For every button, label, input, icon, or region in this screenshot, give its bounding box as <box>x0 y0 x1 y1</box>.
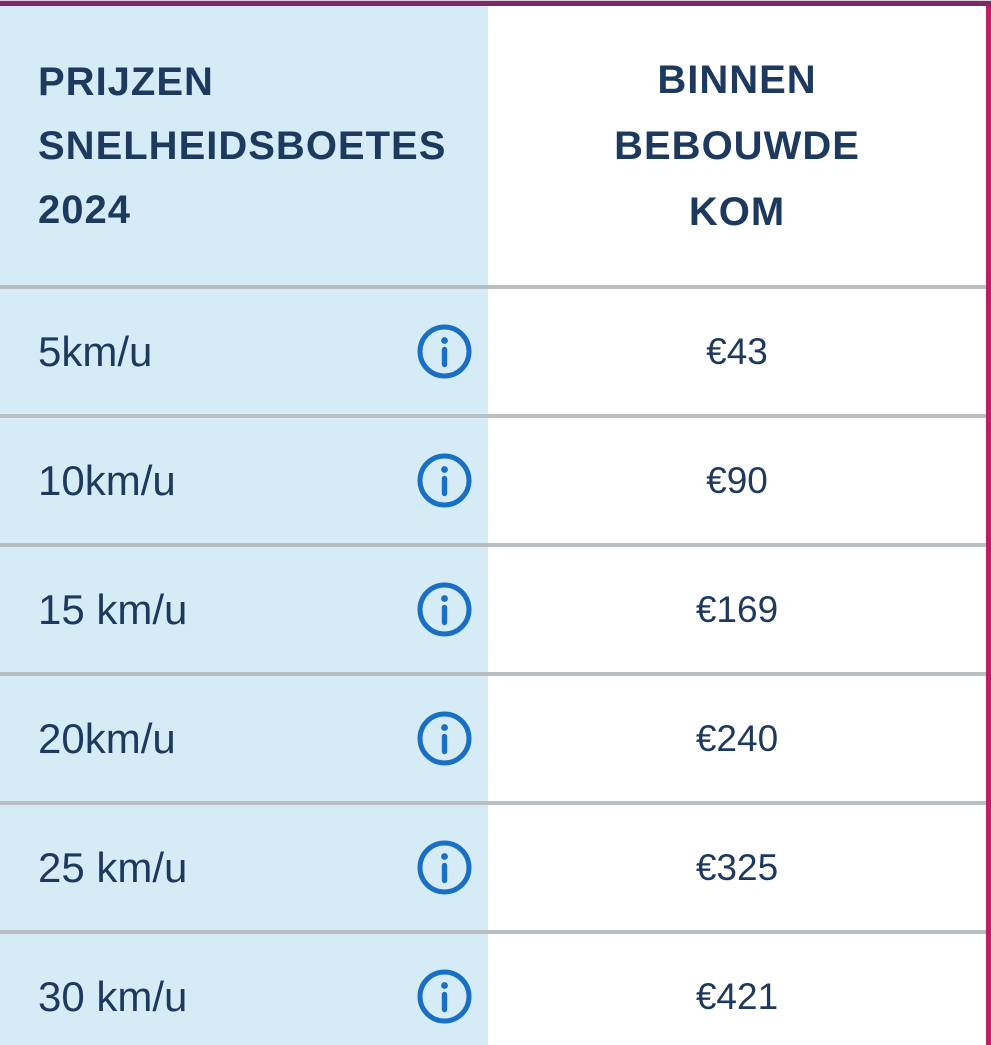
info-icon[interactable] <box>417 840 472 895</box>
row-divider <box>0 801 986 805</box>
speed-label: 30 km/u <box>38 972 188 1020</box>
speed-label: 25 km/u <box>38 843 188 891</box>
fine-value: €421 <box>695 975 779 1017</box>
fine-cell: €240 <box>488 676 986 801</box>
fine-value: €43 <box>706 330 768 372</box>
row-divider <box>0 414 986 418</box>
fine-cell: €421 <box>488 934 986 1045</box>
row-divider <box>0 930 986 934</box>
row-divider <box>0 672 986 676</box>
fine-value: €240 <box>695 717 779 759</box>
fine-cell: €169 <box>488 547 986 672</box>
fine-cell: €90 <box>488 418 986 543</box>
fine-cell: €43 <box>488 289 986 414</box>
table-row: 30 km/u €421 <box>0 934 986 1045</box>
header-column-cell: BINNEN BEBOUWDE KOM <box>488 6 986 285</box>
speed-label: 5km/u <box>38 327 153 375</box>
info-icon[interactable] <box>417 453 472 508</box>
speed-label: 20km/u <box>38 714 176 762</box>
speed-label: 15 km/u <box>38 585 188 633</box>
fine-value: €169 <box>695 588 779 630</box>
table-row: 25 km/u €325 <box>0 805 986 930</box>
fine-value: €325 <box>695 846 779 888</box>
column-header-label: BINNEN BEBOUWDE KOM <box>614 57 860 234</box>
table-header-row: PRIJZEN SNELHEIDSBOETES 2024 BINNEN BEBO… <box>0 6 986 285</box>
table-row: 20km/u €240 <box>0 676 986 801</box>
speed-cell: 25 km/u <box>0 805 488 930</box>
speed-cell: 15 km/u <box>0 547 488 672</box>
right-border-line <box>986 0 991 1045</box>
speed-cell: 10km/u <box>0 418 488 543</box>
top-border-line <box>0 0 991 6</box>
row-divider <box>0 543 986 547</box>
header-title-cell: PRIJZEN SNELHEIDSBOETES 2024 <box>0 6 488 285</box>
info-icon[interactable] <box>417 711 472 766</box>
info-icon[interactable] <box>417 324 472 379</box>
speed-cell: 30 km/u <box>0 934 488 1045</box>
speed-cell: 5km/u <box>0 289 488 414</box>
info-icon[interactable] <box>417 582 472 637</box>
table-row: 5km/u €43 <box>0 289 986 414</box>
info-icon[interactable] <box>417 969 472 1024</box>
table-row: 15 km/u €169 <box>0 547 986 672</box>
speed-cell: 20km/u <box>0 676 488 801</box>
fine-cell: €325 <box>488 805 986 930</box>
row-divider <box>0 285 986 289</box>
speeding-fines-table: PRIJZEN SNELHEIDSBOETES 2024 BINNEN BEBO… <box>0 6 986 1045</box>
table-row: 10km/u €90 <box>0 418 986 543</box>
fine-value: €90 <box>706 459 768 501</box>
table-title: PRIJZEN SNELHEIDSBOETES 2024 <box>38 59 447 232</box>
speed-label: 10km/u <box>38 456 176 504</box>
